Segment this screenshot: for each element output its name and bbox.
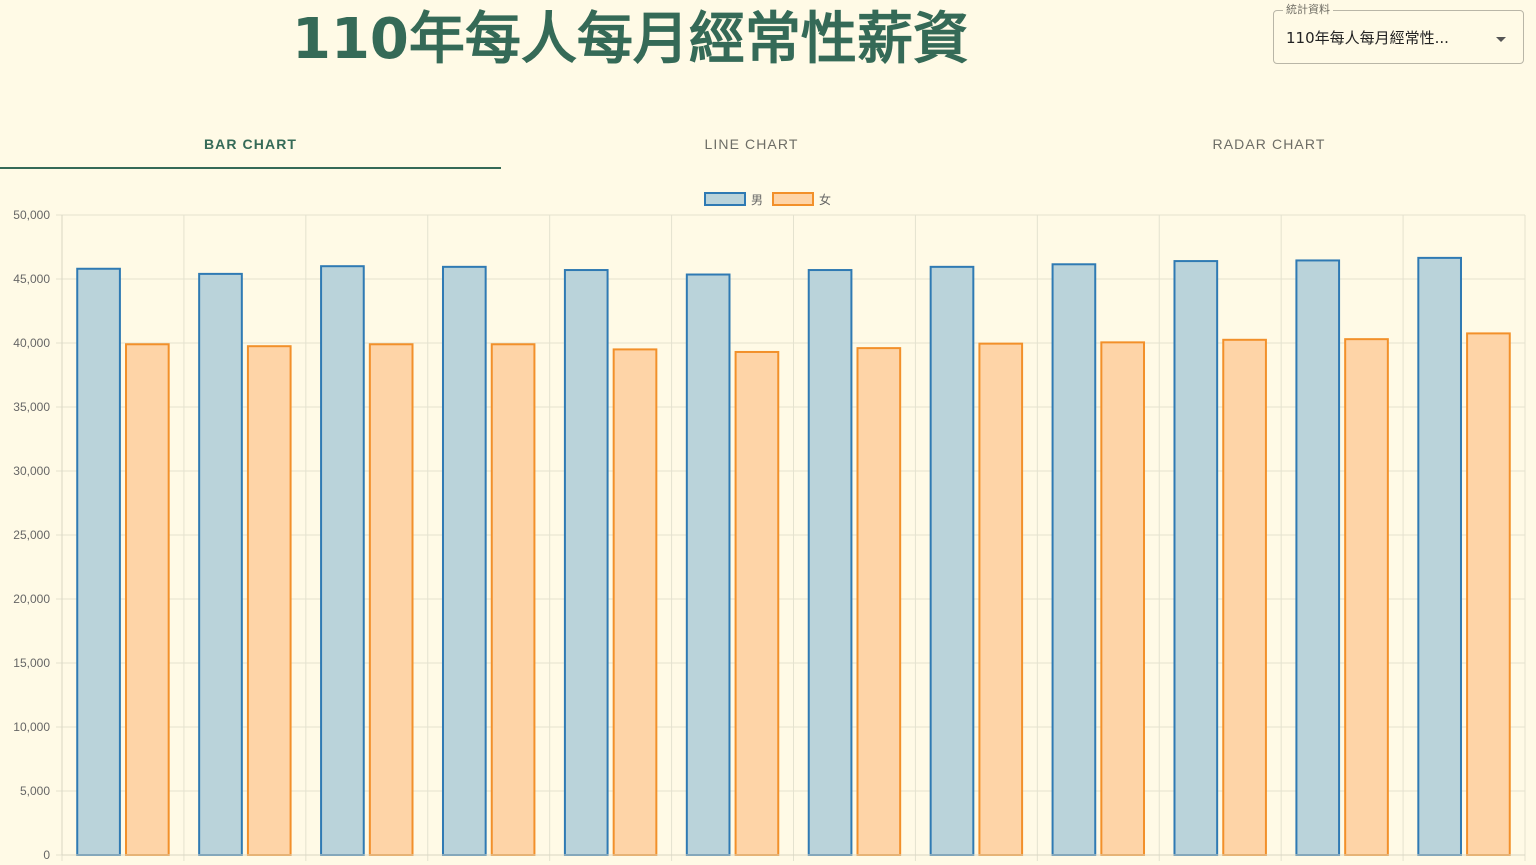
dataset-select-value: 110年每人每月經常性... <box>1286 29 1449 47</box>
bar-male[interactable] <box>685 273 731 856</box>
bar-female[interactable] <box>1100 341 1146 857</box>
bar-male[interactable] <box>320 265 365 856</box>
tab-radar-chart-label: RADAR CHART <box>1212 136 1326 152</box>
y-tick-label: 0 <box>43 848 50 862</box>
y-tick-label: 5,000 <box>20 784 50 798</box>
y-tick-label: 45,000 <box>13 272 50 286</box>
salary-bar-chart: 0 5,000 10,000 15,000 20,000 25,000 30,000 35,0… <box>13 192 1526 862</box>
chevron-down-icon[interactable] <box>1496 37 1506 42</box>
dataset-select-label: 統計資料 <box>1283 3 1333 17</box>
page-title: 110年每人每月經常性薪資 <box>292 7 969 72</box>
bar-male[interactable] <box>441 265 487 856</box>
bar-male[interactable] <box>1173 260 1219 856</box>
tab-line-chart[interactable]: LINE CHART <box>501 120 1002 168</box>
bar-female[interactable] <box>368 343 414 856</box>
tab-line-chart-label: LINE CHART <box>704 136 799 152</box>
bar-male[interactable] <box>1295 259 1341 856</box>
bar-female[interactable] <box>246 345 292 856</box>
tab-radar-chart[interactable]: RADAR CHART <box>1002 120 1536 168</box>
bar-female[interactable] <box>1344 338 1389 857</box>
bar-male[interactable] <box>563 269 609 857</box>
legend-label[interactable]: 女 <box>819 192 831 207</box>
bar-female[interactable] <box>612 348 658 856</box>
y-tick-label: 35,000 <box>13 400 50 414</box>
y-tick-label: 25,000 <box>13 528 50 542</box>
chart-type-tabs: BAR CHART LINE CHART RADAR CHART <box>0 120 1536 169</box>
y-tick-label: 10,000 <box>13 720 50 734</box>
bar-female[interactable] <box>856 347 902 856</box>
bar-female[interactable] <box>490 343 536 856</box>
active-tab-indicator <box>0 167 501 169</box>
bar-female[interactable] <box>1222 338 1267 857</box>
bar-male[interactable] <box>1051 263 1097 856</box>
y-tick-label: 40,000 <box>13 336 50 350</box>
bar-male[interactable] <box>807 269 853 857</box>
bar-male[interactable] <box>929 265 975 856</box>
y-tick-label: 15,000 <box>13 656 50 670</box>
bar-female[interactable] <box>125 343 170 856</box>
bar-female[interactable] <box>978 342 1024 856</box>
bar-female[interactable] <box>1466 332 1511 856</box>
chart-area: 0 5,000 10,000 15,000 20,000 25,000 30,000 35,0… <box>0 180 1536 865</box>
y-tick-label: 30,000 <box>13 464 50 478</box>
y-tick-label: 20,000 <box>13 592 50 606</box>
bar-male[interactable] <box>1417 256 1462 856</box>
bar-female[interactable] <box>734 350 780 857</box>
bar-male[interactable] <box>76 267 121 856</box>
legend-label[interactable]: 男 <box>751 193 763 207</box>
bar-male[interactable] <box>198 272 243 856</box>
tab-bar-chart[interactable]: BAR CHART <box>0 120 501 169</box>
dataset-select[interactable]: 統計資料 110年每人每月經常性... <box>1273 3 1524 64</box>
legend-swatch[interactable] <box>772 192 814 206</box>
y-tick-label: 50,000 <box>13 208 50 222</box>
tab-bar-chart-label: BAR CHART <box>203 136 298 152</box>
legend-swatch[interactable] <box>704 192 746 206</box>
